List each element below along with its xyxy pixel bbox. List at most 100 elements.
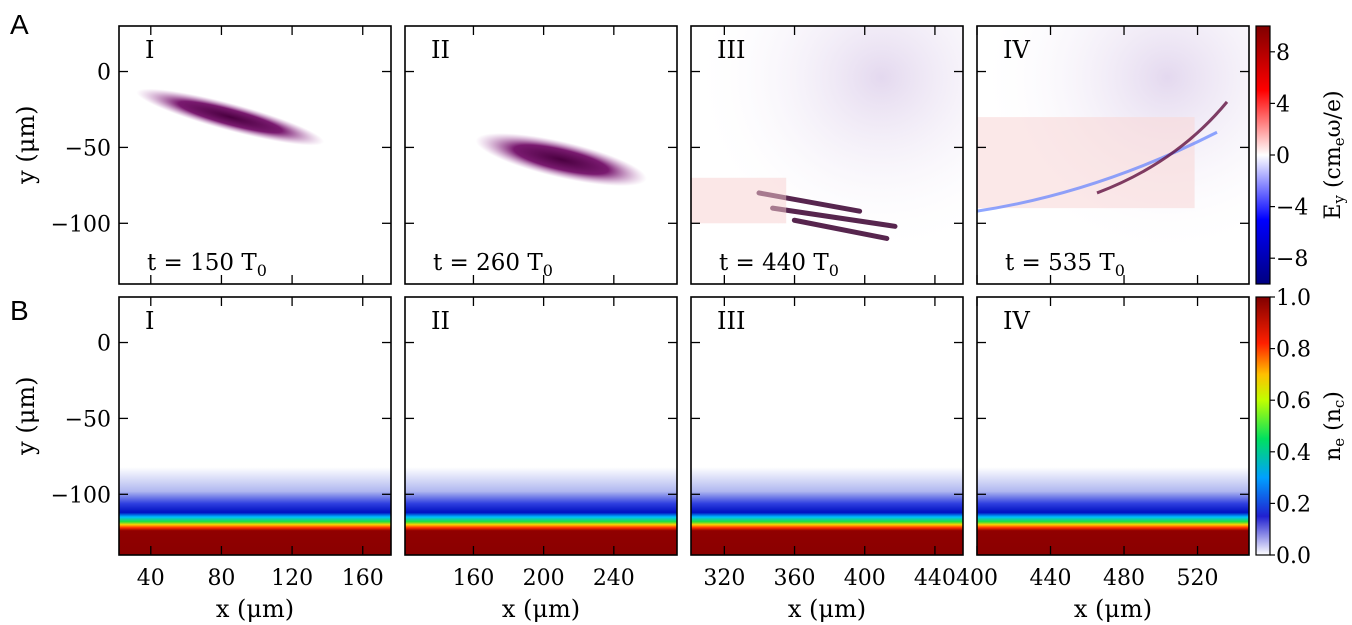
- colorbar-label: Ey (cmeω/e): [1321, 90, 1348, 219]
- panel-time-subscript: 0: [1115, 261, 1125, 280]
- colorbar-label-part: E: [1321, 204, 1346, 220]
- x-tick-label: 80: [207, 566, 235, 591]
- panel-b-iv: 400 440 480 520 IV x (μm): [956, 296, 1250, 623]
- panel-frame: [690, 296, 964, 556]
- density-profile: [119, 403, 391, 555]
- colorbar-tick-label: 1.0: [1276, 286, 1311, 311]
- x-tick-label: 520: [1177, 566, 1219, 591]
- panel-frame: [118, 296, 392, 556]
- x-axis-label: x (μm): [1074, 595, 1152, 623]
- colorbar-label-part: y: [1330, 195, 1348, 205]
- panel-a-i: 0 −50 −100 It = 150 T0: [51, 25, 392, 285]
- colorbar-label-part: e: [1330, 438, 1348, 447]
- density-cavity: [1058, 434, 1195, 463]
- colorbar-label-part: (n: [1321, 408, 1346, 438]
- density-cavity: [772, 434, 909, 463]
- panel-heatmap: [405, 26, 677, 284]
- x-axis-label: x (μm): [502, 595, 580, 623]
- panel-time-value: t = 260 T: [433, 250, 543, 276]
- colorbar-tick-label: 0.2: [1276, 492, 1311, 517]
- density-profile: [977, 403, 1249, 555]
- colorbar-gradient: [1255, 25, 1271, 285]
- panel-time-value: t = 150 T: [147, 250, 257, 276]
- panel-a-iv: IV t = 535 T0: [976, 25, 1250, 285]
- x-tick-label: 360: [774, 566, 816, 591]
- colorbar-label-part: ): [1321, 391, 1346, 400]
- y-tick-label: −50: [65, 136, 111, 161]
- panel-numeral: IV: [1003, 36, 1030, 64]
- panel-heatmap: [977, 26, 1249, 284]
- colorbar-label-part: c: [1330, 400, 1348, 408]
- panel-time-value: t = 535 T: [1005, 250, 1115, 276]
- y-tick-label: −100: [51, 212, 111, 237]
- row-a-label: A: [10, 9, 29, 40]
- x-tick-label: 200: [523, 566, 565, 591]
- field-region: [977, 117, 1195, 209]
- colorbar-tick-label: 0.6: [1276, 389, 1311, 414]
- y-tick-label: −100: [51, 483, 111, 508]
- colorbars-layer: 840−4−8Ey (cmeω/e)0.00.20.40.60.81.0ne (…: [1255, 25, 1348, 569]
- field-haze: [691, 26, 963, 284]
- field-edge: [977, 130, 1218, 213]
- x-tick-label: 120: [271, 566, 313, 591]
- panel-heatmap: [405, 297, 677, 555]
- density-profile: [691, 403, 963, 555]
- panel-numeral: III: [717, 36, 745, 64]
- panel-numeral: IV: [1003, 307, 1030, 335]
- x-axis-label: x (μm): [216, 595, 294, 623]
- panel-time: t = 535 T0: [1005, 250, 1125, 280]
- colorbar-a: 8 4 0 −4 −8 Ey (cmeω/e): [1255, 25, 1348, 285]
- panel-frame: [976, 25, 1250, 285]
- laser-pulse: [475, 133, 647, 187]
- x-tick-label: 440: [914, 566, 956, 591]
- panel-frame: [690, 25, 964, 285]
- colorbar-tick-label: 0.8: [1276, 338, 1311, 363]
- colorbar-b: 0.0 0.2 0.4 0.6 0.8 1.0 ne (nc): [1255, 286, 1348, 569]
- panel-frame: [404, 296, 678, 556]
- colorbar-label-part: ω/e): [1321, 90, 1346, 137]
- colorbar-tick-label: 0.4: [1276, 441, 1311, 466]
- colorbar-tick-label: 8: [1276, 41, 1290, 66]
- panel-frame: [976, 296, 1250, 556]
- colorbar-tick-label: −4: [1276, 196, 1308, 221]
- panel-b-iii: 320 360 400 440 III x (μm): [690, 296, 964, 623]
- y-tick-label: −50: [65, 407, 111, 432]
- x-tick-label: 320: [703, 566, 745, 591]
- panel-time-subscript: 0: [829, 261, 839, 280]
- colorbar-label-part: e: [1330, 137, 1348, 146]
- colorbar-tick-label: 0.0: [1276, 544, 1311, 569]
- x-tick-label: 40: [137, 566, 165, 591]
- panel-b-ii: 160 200 240 II x (μm): [404, 296, 678, 623]
- panel-numeral: II: [431, 36, 450, 64]
- row-b-label: B: [10, 295, 29, 326]
- field-filament: [1096, 100, 1229, 195]
- panel-background: [119, 26, 391, 284]
- field-region: [691, 177, 787, 224]
- colorbar-label: ne (nc): [1321, 391, 1348, 461]
- panel-time: t = 150 T0: [147, 250, 267, 280]
- panel-numeral: II: [431, 307, 450, 335]
- field-filament: [791, 217, 890, 241]
- colorbar-tick-label: −8: [1276, 247, 1308, 272]
- panel-numeral: III: [717, 307, 745, 335]
- panel-heatmap: [119, 26, 391, 284]
- panel-time-subscript: 0: [257, 261, 267, 280]
- y-tick-label: 0: [97, 332, 111, 357]
- x-tick-label: 400: [844, 566, 886, 591]
- colorbar-label-part: n: [1321, 447, 1346, 461]
- x-tick-label: 160: [452, 566, 494, 591]
- panel-numeral: I: [145, 307, 154, 335]
- colorbar-label-part: (cm: [1321, 146, 1346, 195]
- panel-time-subscript: 0: [543, 261, 553, 280]
- panel-heatmap: [977, 297, 1249, 555]
- field-filament: [770, 205, 898, 229]
- x-tick-label: 440: [1030, 566, 1072, 591]
- x-tick-label: 160: [342, 566, 384, 591]
- density-cavity: [500, 434, 637, 463]
- y-axis-label: y (μm): [12, 106, 40, 185]
- panel-numeral: I: [145, 36, 154, 64]
- density-profile: [405, 403, 677, 555]
- panel-b-i: 0 −50 −100 40 80 120 160 Ix (μm): [51, 296, 392, 623]
